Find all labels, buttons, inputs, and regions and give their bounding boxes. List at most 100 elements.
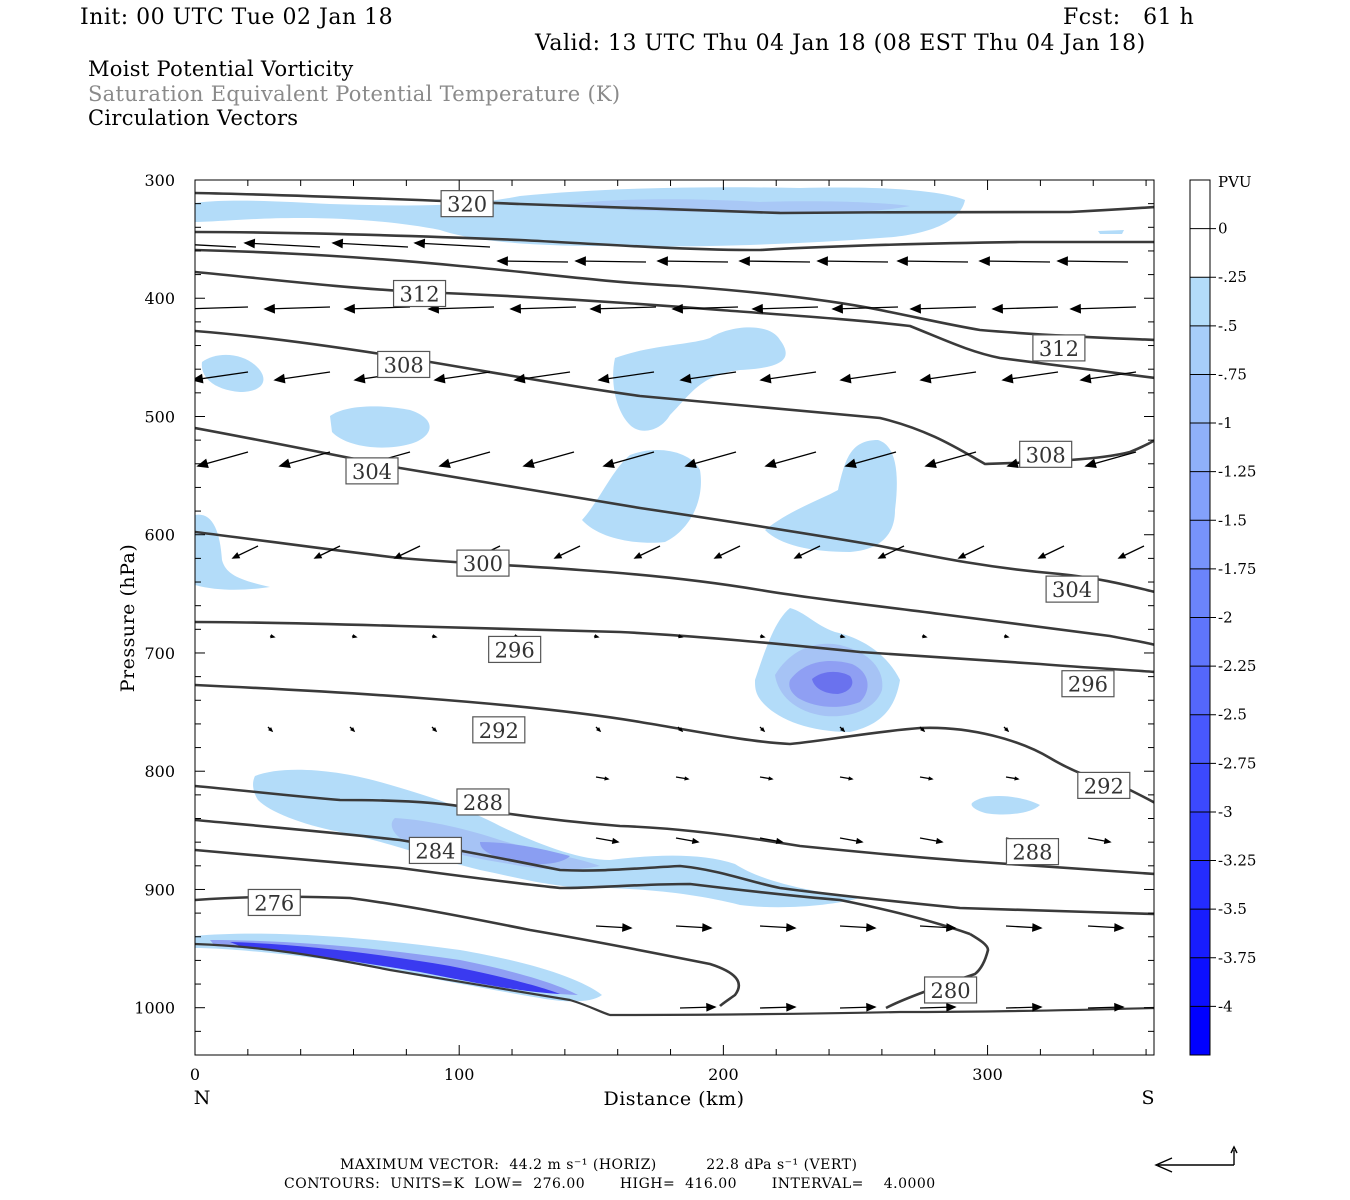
colorbar-tick-label: -1.25 [1218, 463, 1256, 481]
vector-head [1037, 552, 1047, 559]
colorbar-title: PVU [1218, 173, 1252, 191]
vector-shaft [332, 242, 409, 248]
contour-304 [195, 530, 1154, 647]
vector-head [840, 634, 846, 639]
vector-head [352, 634, 358, 639]
vector-head [920, 727, 926, 733]
contour-label-text: 300 [463, 552, 503, 576]
vector-head [1004, 634, 1010, 639]
colorbar-segment [1190, 763, 1210, 813]
vector-head [343, 303, 356, 314]
vector-head [1006, 458, 1019, 469]
vector-head [1114, 923, 1125, 932]
vector-head [768, 776, 774, 781]
contour-label: 312 [1032, 334, 1086, 362]
colorbar-tick-label: -1 [1218, 414, 1233, 432]
vector-shaft [739, 260, 811, 263]
colorbar-tick-label: -2.5 [1218, 706, 1247, 724]
legend-pv: Moist Potential Vorticity [88, 57, 354, 81]
vector-shaft [910, 306, 977, 310]
legend-vectors: Circulation Vectors [88, 106, 299, 130]
max-vector-note: MAXIMUM VECTOR: 44.2 m s⁻¹ (HORIZ) 22.8 … [340, 1157, 858, 1173]
colorbar-tick-label: -1.75 [1218, 560, 1256, 578]
x-tick-label: 300 [972, 1065, 1003, 1084]
vector-head [1032, 1002, 1043, 1012]
contour-label-text: 320 [447, 193, 487, 217]
colorbar-tick-label: -3 [1218, 803, 1233, 821]
vector-shaft [657, 260, 729, 263]
y-tick-label: 1000 [134, 999, 175, 1018]
x-axis-right-end-label: S [1141, 1087, 1154, 1109]
vector-head [183, 305, 192, 313]
pv-region-mid-right [765, 440, 897, 552]
vector-head [919, 373, 932, 384]
colorbar-segment [1190, 471, 1210, 521]
contour-284 [195, 848, 971, 936]
vector-head [1056, 256, 1068, 267]
valid-time: Valid: 13 UTC Thu 04 Jan 18 (08 EST Thu … [535, 31, 1146, 56]
vector-head [679, 373, 692, 384]
vector-head [656, 256, 668, 267]
colorbar-segment [1190, 714, 1210, 764]
contour-label-text: 304 [1052, 578, 1092, 602]
vector-head [509, 303, 522, 314]
vector-head [268, 727, 274, 733]
colorbar-tick-label: 0 [1218, 220, 1228, 238]
axis-ticks [194, 179, 1154, 1056]
vector-head [935, 837, 944, 845]
vector-shaft [992, 306, 1059, 310]
pv-region-left-small [201, 354, 264, 392]
vector-head [678, 727, 684, 733]
y-axis-title: Pressure (hPa) [117, 544, 139, 693]
colorbar-segment [1190, 957, 1210, 1007]
vector-head [1069, 303, 1082, 314]
pv-region-left-oval [330, 406, 430, 448]
x-tick-label: 200 [708, 1065, 739, 1084]
legend-theta-es: Saturation Equivalent Potential Temperat… [88, 82, 621, 106]
contour-labels: 320 312 312 308 308 304 304 300 296 296 292 292 288 2… [247, 190, 1131, 1004]
vector-head [831, 303, 844, 314]
pv-region-upper-right [1098, 230, 1124, 234]
vector-head [866, 1002, 877, 1012]
vector-shaft [414, 242, 491, 248]
y-tick-label: 700 [144, 644, 175, 663]
colorbar-segment [1190, 277, 1210, 327]
vector-head [278, 458, 291, 469]
vector-head [313, 552, 323, 559]
contour-label: 296 [1061, 670, 1115, 698]
contour-info-note: CONTOURS: UNITS=K LOW= 276.00 HIGH= 416.… [284, 1176, 936, 1192]
contour-label-text: 284 [415, 839, 455, 863]
contour-288 [195, 818, 1154, 916]
contour-label: 288 [456, 788, 510, 816]
vector-head [877, 552, 887, 559]
colorbar-tick-label: -3.75 [1218, 949, 1256, 967]
vector-shaft [575, 260, 647, 263]
vector-head [553, 552, 563, 559]
vector-shaft [897, 260, 969, 263]
vector-head [751, 303, 764, 314]
vector-shaft [497, 260, 569, 263]
contour-label-text: 288 [1012, 841, 1052, 865]
pv-region-mid-center [613, 327, 786, 431]
vector-head [432, 727, 438, 733]
y-tick-label: 800 [144, 762, 175, 781]
contour-label-text: 292 [479, 719, 519, 743]
contour-label: 292 [1077, 771, 1131, 800]
vector-shaft [817, 260, 889, 263]
vector-head [991, 303, 1004, 314]
vector-head [957, 552, 967, 559]
contour-label: 288 [1005, 838, 1060, 866]
colorbar-segment [1190, 180, 1210, 230]
vector-head [1032, 923, 1043, 932]
vector-head [1004, 727, 1010, 733]
contour-label: 304 [1045, 575, 1099, 603]
vector-head [331, 238, 344, 249]
contour-label-text: 308 [384, 353, 424, 377]
contour-label: 284 [408, 836, 463, 865]
colorbar-segment [1190, 520, 1210, 570]
vector-head [702, 923, 713, 932]
vector-head [438, 458, 451, 469]
contour-label: 296 [488, 635, 542, 664]
contour-label: 308 [1019, 440, 1073, 468]
